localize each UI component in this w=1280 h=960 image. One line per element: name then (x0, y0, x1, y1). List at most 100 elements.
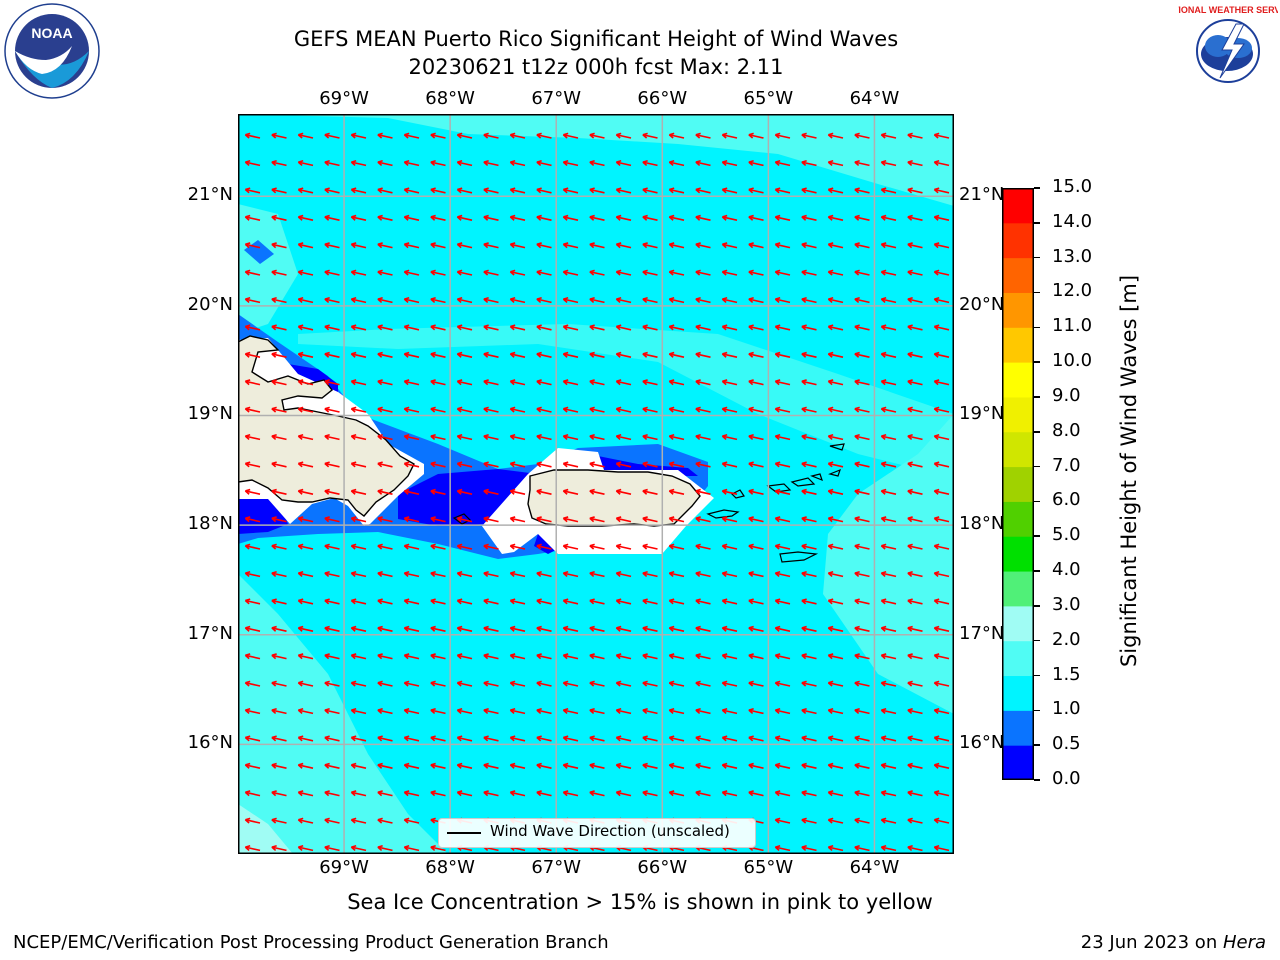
wave-arrow-473 (615, 598, 632, 605)
wave-arrow-357 (403, 488, 420, 495)
wave-arrow-501 (642, 625, 658, 632)
wave-arrow-109 (271, 242, 287, 249)
wave-arrow-293 (854, 406, 870, 413)
wave-arrow-135 (244, 269, 261, 276)
wave-arrow-146 (536, 269, 552, 276)
wave-arrow-593 (933, 707, 950, 715)
wave-arrow-263 (774, 379, 791, 386)
wave-arrow-668 (774, 790, 791, 797)
wave-arrow-578 (536, 707, 552, 715)
wave-arrow-482 (854, 598, 870, 605)
wave-arrow-312 (642, 433, 658, 441)
wave-arrow-646 (907, 762, 923, 769)
wave-arrow-724 (827, 844, 844, 852)
wave-arrow-273 (324, 406, 340, 413)
wave-arrow-81 (244, 214, 261, 221)
wave-arrow-285 (642, 406, 658, 413)
wave-arrow-253 (509, 379, 526, 386)
wave-arrow-260 (695, 379, 711, 386)
wave-arrow-397 (748, 516, 764, 523)
wave-arrow-73 (748, 187, 764, 194)
wave-arrow-722 (774, 844, 791, 852)
wave-arrow-278 (456, 406, 473, 413)
wave-arrow-645 (880, 762, 897, 769)
wave-arrow-198 (483, 324, 499, 331)
lon-label-bottom-0: 69°W (319, 857, 369, 878)
wave-arrow-568 (271, 707, 287, 715)
wave-arrow-595 (271, 735, 287, 742)
wave-arrow-671 (854, 790, 870, 797)
wave-arrow-373 (827, 488, 844, 495)
lon-label-top-4: 65°W (743, 88, 794, 109)
lat-label-left-4: 17°N (187, 622, 233, 644)
wave-arrow-332 (456, 461, 473, 468)
wave-arrow-640 (748, 762, 764, 769)
wave-arrow-93 (562, 214, 579, 221)
wave-arrow-217 (271, 351, 287, 358)
wave-arrow-41 (615, 159, 632, 167)
wave-arrow-546 (403, 680, 420, 687)
wave-arrow-430 (907, 543, 923, 550)
wave-arrow-61 (430, 187, 446, 194)
wave-arrow-428 (854, 543, 870, 550)
lon-label-top-2: 67°W (531, 88, 582, 109)
wave-arrow-431 (933, 543, 950, 550)
wave-arrow-129 (801, 242, 817, 249)
wave-arrow-463 (350, 598, 367, 605)
wave-arrow-395 (695, 516, 711, 523)
wave-arrow-699 (880, 817, 897, 824)
wave-arrow-8 (456, 132, 473, 139)
wave-arrow-493 (430, 625, 446, 632)
wave-arrow-159 (880, 269, 897, 276)
wave-arrow-506 (774, 625, 791, 632)
colorbar-label-0: 0.0 (1052, 768, 1081, 789)
wave-arrow-707 (377, 844, 393, 852)
wave-arrow-439 (430, 570, 446, 578)
wave-arrow-666 (721, 790, 738, 797)
wave-arrow-417 (562, 543, 579, 550)
wave-arrow-344 (774, 461, 791, 468)
wave-arrow-177 (642, 296, 658, 304)
wave-arrow-185 (854, 296, 870, 304)
wave-arrow-377 (933, 488, 950, 495)
wave-arrow-88 (430, 214, 446, 221)
wave-arrow-462 (324, 598, 340, 605)
wave-arrow-279 (483, 406, 499, 413)
wave-arrow-410 (377, 543, 393, 550)
wave-arrow-184 (827, 296, 844, 304)
wave-arrow-465 (403, 598, 420, 605)
wave-arrow-664 (668, 790, 685, 797)
wave-arrow-284 (615, 406, 632, 413)
wave-arrow-244 (271, 379, 287, 386)
wave-arrow-446 (615, 570, 632, 578)
map-legend: Wind Wave Direction (unscaled) (438, 818, 756, 848)
colorbar-label-11: 9.0 (1052, 384, 1081, 406)
wave-arrow-250 (430, 379, 446, 386)
wave-arrow-617 (854, 735, 870, 742)
wave-arrow-440 (456, 570, 473, 578)
wave-arrow-416 (536, 543, 552, 550)
wave-arrow-369 (721, 488, 738, 495)
wave-arrow-597 (324, 735, 340, 742)
wave-arrow-488 (297, 625, 314, 632)
wave-arrow-654 (403, 790, 420, 797)
wave-arrow-480 (801, 598, 817, 605)
colorbar-label-17: 15.0 (1052, 176, 1093, 197)
colorbar-tick-14 (1034, 291, 1040, 294)
wave-arrow-288 (721, 406, 738, 413)
wave-arrow-444 (562, 570, 579, 578)
wave-arrow-19 (748, 132, 764, 139)
wave-arrow-197 (456, 324, 473, 331)
wave-arrow-359 (456, 488, 473, 495)
wave-arrow-452 (774, 570, 791, 578)
wave-arrow-388 (509, 516, 526, 523)
wave-arrow-527 (615, 653, 632, 660)
wave-arrow-228 (562, 351, 579, 358)
wave-arrow-598 (350, 735, 367, 742)
wave-arrow-306 (483, 433, 499, 441)
wave-arrow-69 (642, 187, 658, 194)
wave-arrow-368 (695, 488, 711, 495)
wave-arrow-82 (271, 214, 287, 221)
wave-arrow-341 (695, 461, 711, 468)
wave-arrow-406 (271, 543, 287, 550)
